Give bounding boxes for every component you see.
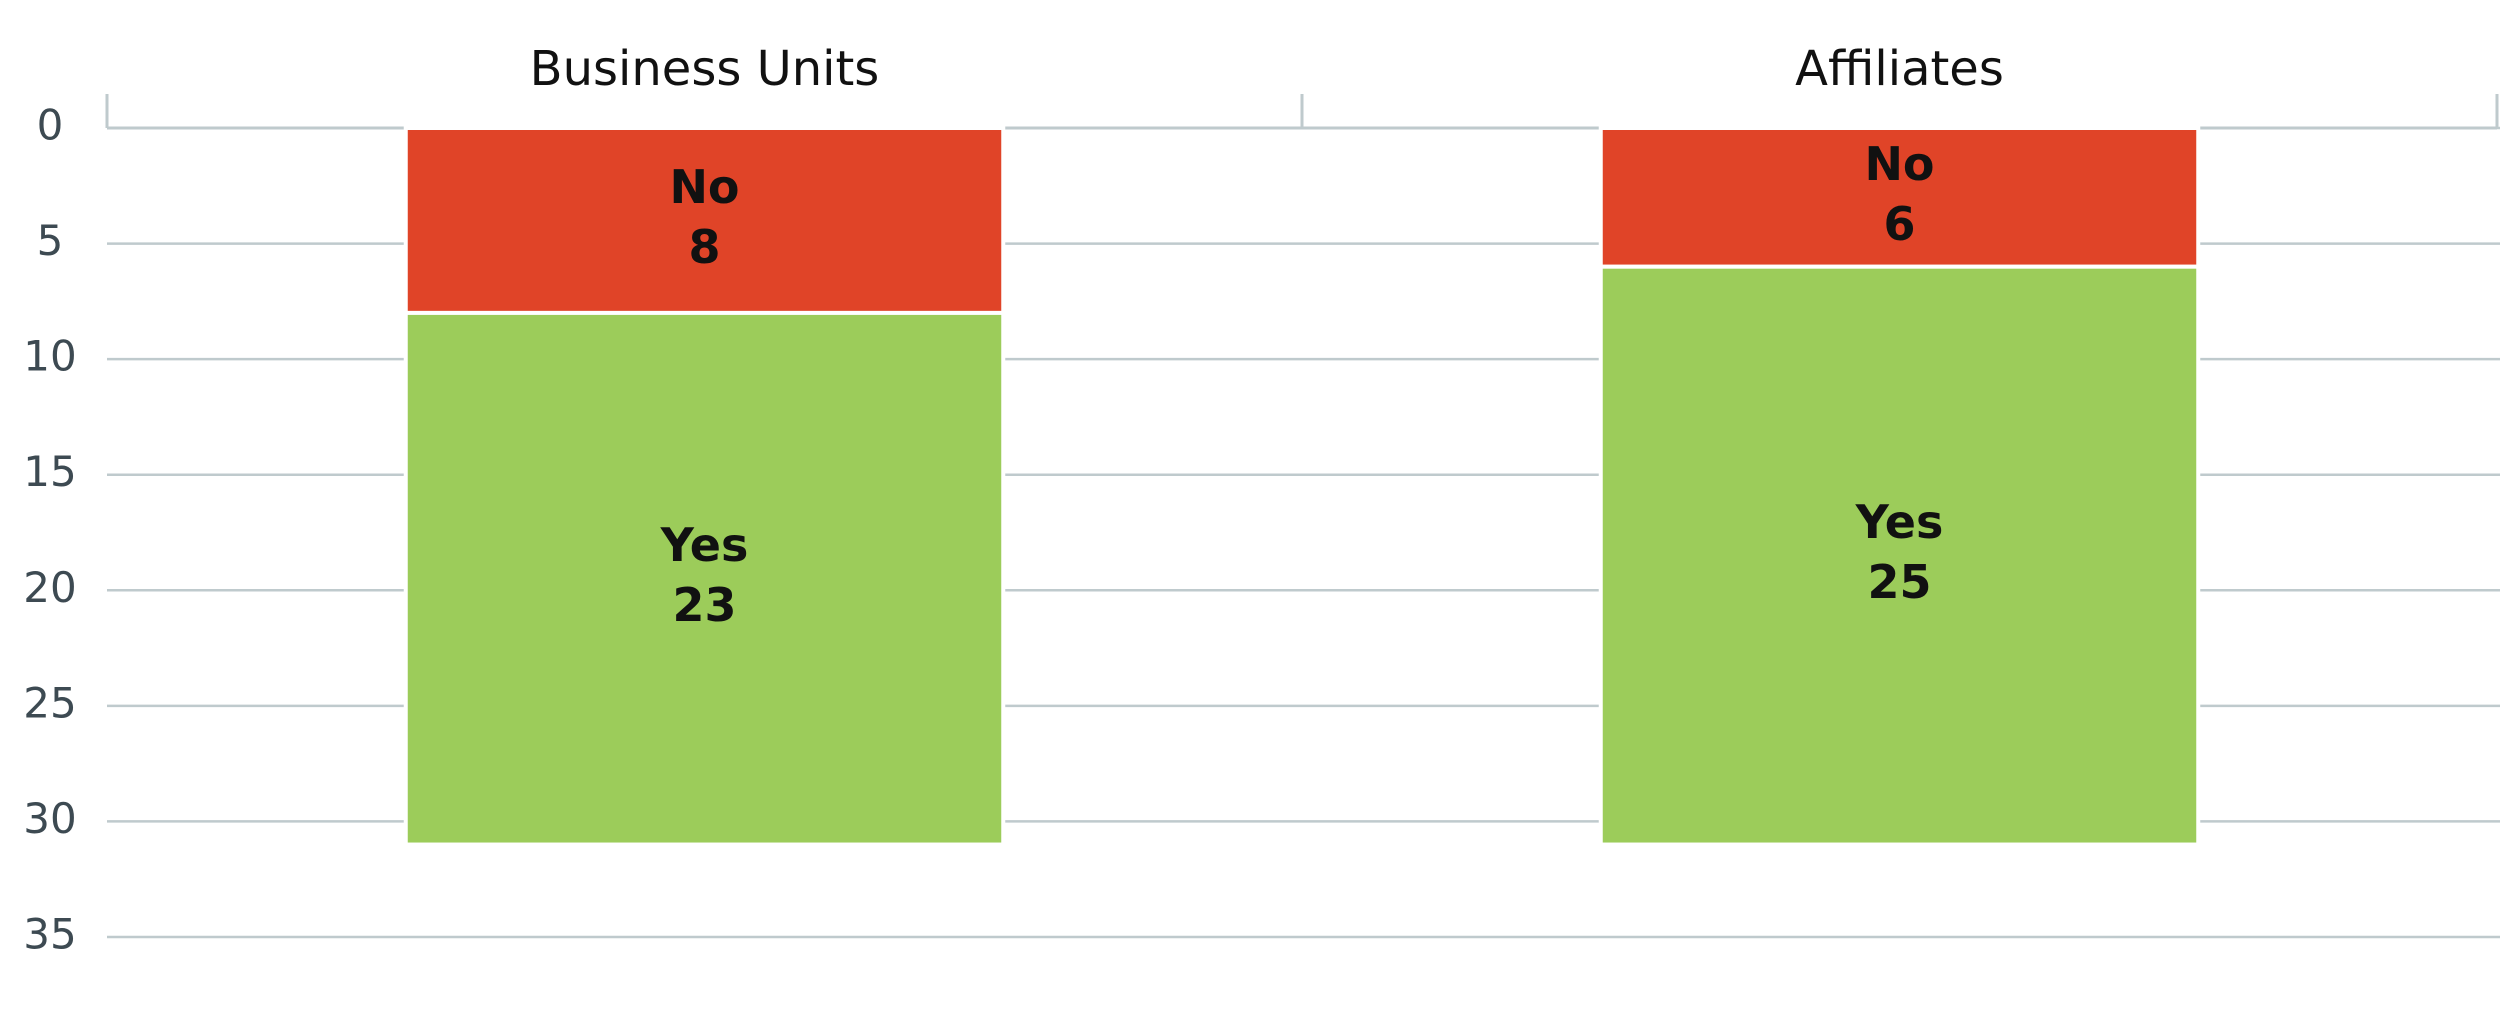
bar-segment: [403, 126, 1006, 315]
category-label: Affiliates: [1795, 41, 2004, 97]
data-label-name: Yes: [660, 518, 749, 572]
data-label-name: No: [1864, 137, 1934, 191]
y-tick-label: 15: [23, 447, 76, 496]
y-tick-label: 30: [23, 794, 76, 843]
data-label: 8: [688, 220, 720, 274]
data-label: 25: [1867, 555, 1931, 609]
data-label: 23: [672, 578, 736, 632]
bar-segment: [1598, 264, 2201, 847]
y-tick-label: 20: [23, 563, 76, 612]
category-label: Business Units: [530, 41, 880, 97]
data-label-name: No: [669, 160, 739, 214]
bar-segment: [403, 310, 1006, 847]
bar-segment: [1598, 126, 2201, 269]
data-label: 6: [1883, 197, 1915, 251]
y-tick-label: 0: [37, 101, 64, 150]
y-tick-label: 5: [37, 216, 64, 265]
y-tick-label: 35: [23, 910, 76, 959]
data-label-name: Yes: [1855, 495, 1944, 549]
y-tick-label: 25: [23, 678, 76, 727]
y-tick-label: 10: [23, 332, 76, 381]
